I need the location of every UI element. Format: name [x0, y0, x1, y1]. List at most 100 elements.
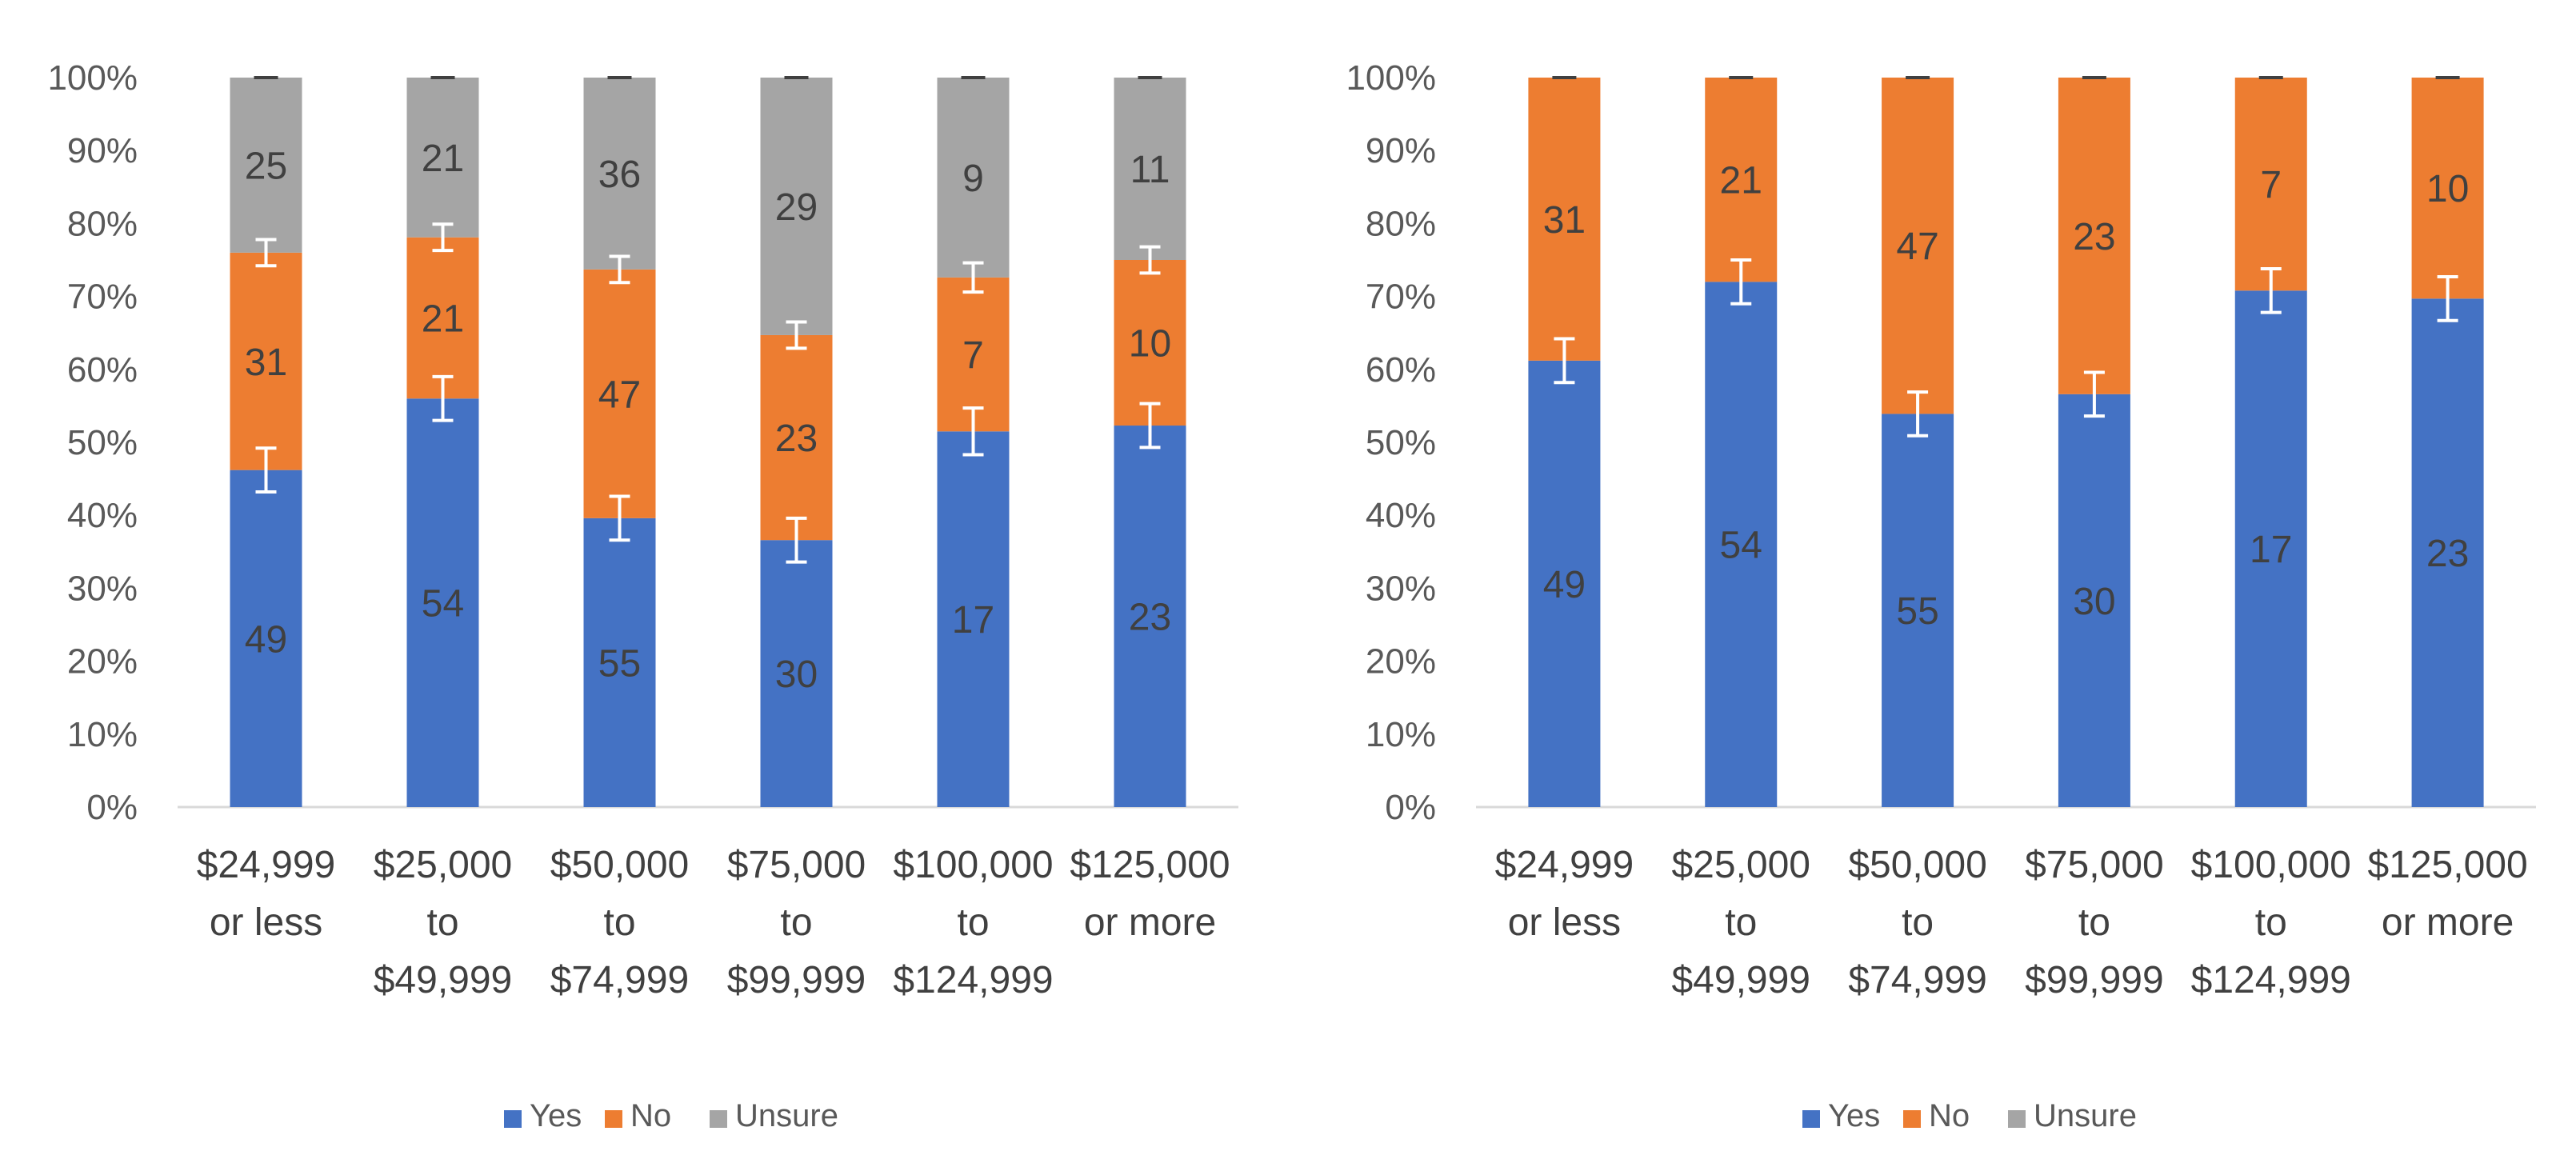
chart2-y-tick-label: 90%	[1366, 131, 1436, 170]
chart1-y-tick-label: 10%	[67, 715, 138, 754]
chart1-data-label-yes: 23	[1129, 597, 1171, 639]
chart1-data-label-yes: 55	[598, 642, 641, 685]
chart2-y-tick-label: 10%	[1366, 715, 1436, 754]
chart1-y-tick-label: 70%	[67, 278, 138, 317]
chart2-y-tick-label: 40%	[1366, 496, 1436, 535]
chart2-data-label-yes: 23	[2426, 533, 2469, 575]
chart2-bar-no	[1705, 78, 1778, 282]
chart1-x-tick-label: to	[426, 901, 458, 944]
chart2-data-label-yes: 49	[1543, 564, 1586, 606]
chart1-data-label-unsure: 9	[962, 158, 984, 200]
chart1-legend-label-unsure: Unsure	[735, 1098, 838, 1133]
chart1-data-label-yes: 54	[422, 583, 464, 625]
chart1-bar-unsure	[230, 78, 302, 253]
chart2-y-tick-label: 70%	[1366, 278, 1436, 317]
chart2-bar-yes	[2234, 290, 2307, 808]
chart1-x-tick-label: to	[957, 901, 989, 944]
chart1-bar-unsure	[583, 78, 656, 270]
chart1-y-tick-label: 60%	[67, 350, 138, 390]
chart1-legend-label-yes: Yes	[530, 1098, 582, 1133]
chart1-bar-yes	[406, 398, 479, 807]
chart1-y-tick-label: 90%	[67, 131, 138, 170]
chart1-x-tick-label: $50,000	[550, 844, 690, 886]
chart1-x-tick-label: $24,999	[197, 844, 336, 886]
chart1-x-tick-label: $125,000	[1070, 844, 1230, 886]
chart2-y-tick-label: 100%	[1346, 58, 1436, 98]
chart2-y-tick-label: 80%	[1366, 204, 1436, 243]
chart1-y-tick-label: 0%	[86, 788, 138, 827]
chart2-y-tick-label: 20%	[1366, 642, 1436, 681]
chart2-bar-yes	[1528, 360, 1601, 808]
chart2-x-tick-label: to	[2255, 901, 2287, 944]
chart1-data-label-no: 7	[962, 334, 984, 377]
chart1-data-label-no: 47	[598, 374, 641, 416]
chart2-data-label-no: 47	[1896, 226, 1938, 268]
chart1-bar-no	[230, 252, 302, 470]
chart1-bar-no	[937, 277, 1010, 432]
chart1-x-tick-label: or less	[210, 901, 322, 944]
chart2-bar-no	[2234, 78, 2307, 291]
chart1-x-tick-label: $99,999	[727, 959, 866, 1001]
chart1-bar-no	[760, 334, 833, 541]
chart2-legend-label-yes: Yes	[1828, 1098, 1880, 1133]
chart2-x-tick-label: $125,000	[2367, 844, 2527, 886]
chart1-legend-swatch-yes	[504, 1110, 522, 1128]
chart2-legend-swatch-unsure	[2008, 1110, 2026, 1128]
chart1-data-label-no: 31	[245, 342, 287, 384]
chart2-x-tick-label: $74,999	[1848, 959, 1987, 1001]
chart1-data-label-no: 23	[775, 418, 818, 460]
chart1-y-tick-label: 80%	[67, 204, 138, 243]
chart2-bar-no	[1528, 78, 1601, 361]
chart1-bar-yes	[760, 540, 833, 807]
chart2-x-tick-label: $50,000	[1848, 844, 1987, 886]
chart2-bar-yes	[2411, 298, 2484, 807]
chart1-bar-yes	[230, 470, 302, 807]
chart2-x-tick-label: $100,000	[2191, 844, 2351, 886]
chart1-y-tick-label: 100%	[47, 58, 138, 98]
chart2-x-tick-label: $75,000	[2025, 844, 2164, 886]
chart1-y-tick-label: 20%	[67, 642, 138, 681]
chart1-legend-label-no: No	[630, 1098, 671, 1133]
chart2-y-tick-label: 30%	[1366, 569, 1436, 608]
chart2-y-tick-label: 0%	[1385, 788, 1436, 827]
chart2-bar-yes	[2058, 394, 2130, 808]
chart1-data-label-yes: 17	[952, 599, 994, 641]
chart2-x-tick-label: $99,999	[2025, 959, 2164, 1001]
chart1-x-tick-label: or more	[1084, 901, 1216, 944]
chart2-data-label-no: 21	[1720, 160, 1762, 202]
chart1-bar-no	[583, 269, 656, 518]
chart2-bar-no	[2411, 78, 2484, 299]
chart2-bar-no	[2058, 78, 2130, 394]
chart2-x-tick-label: or more	[2382, 901, 2514, 944]
chart1-bar-yes	[583, 518, 656, 807]
chart2-data-label-yes: 30	[2073, 581, 2115, 623]
chart1-legend-swatch-no	[605, 1110, 622, 1128]
chart1-x-tick-label: to	[603, 901, 635, 944]
chart1-bar-no	[1114, 260, 1186, 426]
chart2-data-label-no: 31	[1543, 199, 1586, 242]
chart1-bar-yes	[937, 431, 1010, 807]
chart1-data-label-unsure: 11	[1130, 149, 1170, 191]
chart1-bar-unsure	[760, 78, 833, 335]
chart2-x-tick-label: $25,000	[1671, 844, 1810, 886]
chart1-x-tick-label: $124,999	[893, 959, 1053, 1001]
chart1-legend-swatch-unsure	[710, 1110, 727, 1128]
chart1-x-tick-label: $100,000	[893, 844, 1053, 886]
chart1-data-label-yes: 30	[775, 653, 818, 696]
chart2-x-tick-label: or less	[1508, 901, 1621, 944]
chart2-legend-label-unsure: Unsure	[2034, 1098, 2137, 1133]
chart2-x-tick-label: $49,999	[1671, 959, 1810, 1001]
chart2-data-label-yes: 55	[1896, 590, 1938, 633]
chart1-data-label-unsure: 25	[245, 145, 287, 187]
chart2-x-tick-label: $124,999	[2191, 959, 2351, 1001]
chart1-bar-yes	[1114, 426, 1186, 807]
chart2-data-label-yes: 54	[1720, 525, 1762, 567]
chart1-bar-unsure	[406, 78, 479, 238]
chart1-x-tick-label: $74,999	[550, 959, 690, 1001]
chart2-bar-no	[1882, 78, 1954, 414]
chart1-data-label-no: 10	[1129, 323, 1171, 366]
chart2-legend-label-no: No	[1929, 1098, 1970, 1133]
chart2-data-label-no: 10	[2426, 168, 2469, 210]
chart1-bar-unsure	[937, 78, 1010, 278]
